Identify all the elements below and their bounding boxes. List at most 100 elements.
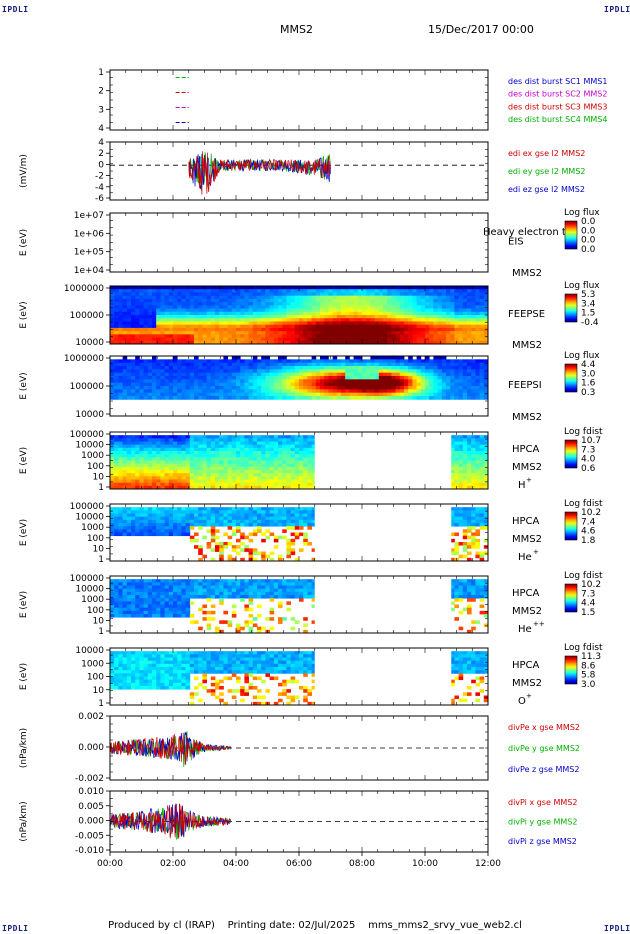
hpca_o-y-tick: 1 — [98, 699, 104, 709]
corner-label-bottom-right: IPDLI — [604, 924, 630, 933]
hpca_o-cbar-tick: 3.0 — [581, 680, 596, 690]
corner-label-bottom-left: IPDLI — [2, 924, 29, 933]
divpi-legend-1: divPi x gse MMS2 — [508, 798, 577, 807]
edi-ylabel: (mV/m) — [19, 154, 29, 188]
divpi-y-tick: -0.010 — [75, 846, 104, 856]
hpca_he1-y-tick: 10 — [93, 544, 105, 554]
x-tick-label: 10:00 — [412, 859, 438, 869]
hpca_h-y-tick: 100 — [87, 462, 104, 472]
edi-y-tick: -6 — [95, 194, 104, 204]
hpca_h-colorbar — [564, 439, 578, 469]
edi-y-tick: -2 — [95, 172, 104, 182]
feepse-instrument: FEEPSE — [508, 309, 545, 320]
hpca_he2-instrument: HPCA — [512, 588, 540, 599]
feepse-spectrogram — [110, 286, 489, 345]
hpca_he2-cbar-tick: 4.4 — [581, 599, 596, 609]
eis-y-tick: 1e+07 — [74, 211, 104, 221]
hpca_o-spacecraft: MMS2 — [512, 678, 542, 689]
hpca_he1-species: He — [518, 552, 532, 563]
hpca_he2-ylabel: E (eV) — [19, 591, 29, 618]
header-spacecraft: MMS2 — [280, 23, 313, 36]
hpca_h-cbar-title: Log fdist — [564, 427, 603, 437]
feepsi-labels: FEEPSI MMS2 — [508, 380, 542, 423]
hpca_h-y-tick: 1000 — [81, 451, 104, 461]
divpe-y-tick: 0.002 — [78, 712, 104, 722]
feepsi-cbar-tick: 1.6 — [581, 379, 596, 389]
feepse-cbar-title: Log flux — [564, 281, 600, 291]
feepse-spacecraft: MMS2 — [512, 340, 542, 351]
burst-legend-2: des dist burst SC2 MMS2 — [508, 90, 607, 99]
hpca_o-cbar-tick: 11.3 — [581, 652, 601, 662]
hpca_he2-y-tick: 10000 — [75, 585, 104, 595]
burst-legend-1: des dist burst SC1 MMS1 — [508, 77, 607, 86]
hpca_he2-data-gap — [314, 576, 452, 633]
eis-y-tick: 1e+05 — [74, 248, 104, 258]
edi-legend-1: edi ex gse l2 MMS2 — [508, 149, 585, 158]
eis-colorbar — [564, 220, 578, 250]
x-tick-label: 12:00 — [475, 859, 501, 869]
edi-legend-2: edi ey gse l2 MMS2 — [508, 167, 586, 176]
hpca_he1-spacecraft: MMS2 — [512, 534, 542, 545]
divpe-legend-2: divPe y gse MMS2 — [508, 744, 580, 753]
hpca_he2-y-tick: 100000 — [70, 574, 105, 584]
edi-y-tick: -4 — [95, 183, 104, 193]
hpca_he2-y-tick: 10 — [93, 616, 105, 626]
hpca_h-y-tick: 100000 — [70, 430, 105, 440]
feepsi-y-tick: 10000 — [75, 410, 104, 420]
feepsi-ylabel: E (eV) — [19, 372, 29, 399]
hpca_he2-spacecraft: MMS2 — [512, 606, 542, 617]
edi-traces — [188, 151, 331, 195]
edi-frame — [109, 141, 489, 201]
x-tick-label: 00:00 — [97, 859, 123, 869]
feepsi-cbar-tick: 4.4 — [581, 360, 596, 370]
corner-label-top-left: IPDLI — [2, 5, 29, 14]
hpca_o-data-gap — [314, 648, 452, 705]
edi-legend-3: edi ez gse l2 MMS2 — [508, 185, 585, 194]
footer-print-date: Printing date: 02/Jul/2025 — [227, 920, 356, 931]
eis-y-tick: 1e+06 — [74, 229, 105, 239]
divpi-traces — [109, 803, 232, 840]
burst-legend-3: des dist burst SC3 MMS3 — [508, 102, 607, 111]
burst-y-tick: 3 — [98, 105, 104, 115]
feepsi-y-tick: 1000000 — [64, 354, 104, 364]
feepse-colorbar — [564, 293, 578, 323]
burst-legend-4: des dist burst SC4 MMS4 — [508, 115, 607, 124]
edi-trace-3 — [188, 151, 331, 195]
eis-spacecraft: MMS2 — [512, 268, 542, 279]
hpca_h-cbar-tick: 10.7 — [581, 436, 601, 446]
hpca_h-spacecraft: MMS2 — [512, 462, 542, 473]
hpca_he2-cbar-tick: 7.3 — [581, 589, 595, 599]
hpca_he1-y-tick: 1 — [98, 555, 104, 565]
hpca_he1-cbar-tick: 7.4 — [581, 517, 596, 527]
hpca_he1-labels: HPCA MMS2 He + — [512, 516, 542, 563]
hpca_he2-y-tick: 1 — [98, 627, 104, 637]
feepse-cbar-tick: 5.3 — [581, 290, 595, 300]
divpe-y-tick: 0.000 — [78, 743, 104, 753]
feepsi-cbar-tick: 3.0 — [581, 369, 596, 379]
edi-trace-2 — [188, 153, 331, 189]
hpca_he2-cbar-tick: 10.2 — [581, 580, 601, 590]
feepsi-spacecraft: MMS2 — [512, 412, 542, 423]
hpca_h-y-tick: 1 — [98, 483, 104, 493]
hpca_h-species: H — [518, 480, 526, 491]
hpca_he1-y-tick: 1000 — [81, 523, 104, 533]
hpca_he1-data-gap — [314, 504, 452, 561]
feepse-y-tick: 10000 — [75, 338, 104, 348]
eis-y-tick: 1e+04 — [74, 266, 105, 276]
hpca_he1-cbar-title: Log fdist — [564, 499, 603, 509]
feepsi-instrument: FEEPSI — [508, 380, 542, 391]
hpca_h-data-gap — [314, 432, 452, 489]
feepse-y-tick: 100000 — [70, 311, 105, 321]
hpca_h-y-tick: 10000 — [75, 441, 104, 451]
header-start-time: 15/Dec/2017 00:00 — [428, 23, 534, 36]
hpca_o-cbar-tick: 5.8 — [581, 671, 596, 681]
divpe-y-tick: -0.002 — [75, 774, 104, 784]
burst-y-tick: 4 — [98, 124, 104, 134]
hpca_h-instrument: HPCA — [512, 444, 540, 455]
hpca_he2-labels: HPCA MMS2 He ++ — [512, 588, 545, 635]
hpca_o-colorbar — [564, 655, 578, 685]
divpi-y-tick: 0.005 — [78, 802, 104, 812]
hpca_o-labels: HPCA MMS2 O + — [512, 660, 542, 707]
hpca_o-cbar-title: Log fdist — [564, 643, 603, 653]
hpca_he2-species: He — [518, 624, 532, 635]
